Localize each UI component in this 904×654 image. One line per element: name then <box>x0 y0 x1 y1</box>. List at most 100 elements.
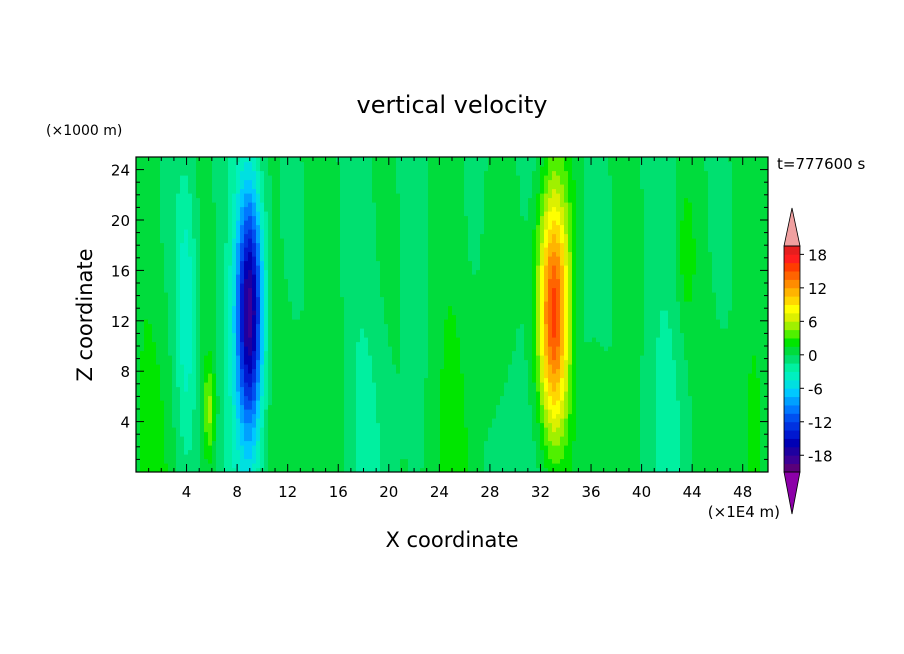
heatmap-cell <box>204 211 209 217</box>
heatmap-cell <box>348 242 353 248</box>
heatmap-cell <box>392 391 397 397</box>
heatmap-cell <box>376 400 381 406</box>
heatmap-cell <box>252 391 257 397</box>
heatmap-cell <box>292 193 297 199</box>
heatmap-cell <box>312 238 317 244</box>
heatmap-cell <box>336 202 341 208</box>
heatmap-cell <box>180 418 185 424</box>
heatmap-cell <box>164 413 169 419</box>
heatmap-cell <box>400 251 405 257</box>
heatmap-cell <box>404 314 409 320</box>
heatmap-cell <box>408 305 413 311</box>
heatmap-cell <box>244 269 249 275</box>
heatmap-cell <box>160 283 165 289</box>
heatmap-cell <box>316 328 321 334</box>
heatmap-cell <box>276 440 281 446</box>
heatmap-cell <box>336 211 341 217</box>
heatmap-cell <box>156 233 161 239</box>
heatmap-cell <box>136 251 141 257</box>
heatmap-cell <box>244 382 249 388</box>
heatmap-cell <box>160 323 165 329</box>
heatmap-cell <box>232 332 237 338</box>
heatmap-cell <box>192 454 197 460</box>
heatmap-cell <box>388 395 393 401</box>
heatmap-cell <box>156 377 161 383</box>
heatmap-cell <box>172 206 177 212</box>
heatmap-cell <box>192 170 197 176</box>
heatmap-cell <box>356 296 361 302</box>
heatmap-cell <box>204 233 209 239</box>
heatmap-cell <box>200 310 205 316</box>
heatmap-cell <box>248 418 253 424</box>
heatmap-cell <box>356 247 361 253</box>
heatmap-cell <box>416 197 421 203</box>
heatmap-cell <box>308 314 313 320</box>
heatmap-cell <box>228 458 233 464</box>
heatmap-cell <box>220 328 225 334</box>
heatmap-cell <box>268 301 273 307</box>
heatmap-cell <box>184 445 189 451</box>
heatmap-cell <box>272 260 277 266</box>
heatmap-cell <box>152 400 157 406</box>
heatmap-cell <box>188 359 193 365</box>
heatmap-cell <box>300 278 305 284</box>
heatmap-cell <box>172 278 177 284</box>
heatmap-cell <box>188 440 193 446</box>
heatmap-cell <box>184 404 189 410</box>
heatmap-cell <box>392 332 397 338</box>
heatmap-cell <box>248 400 253 406</box>
heatmap-cell <box>348 247 353 253</box>
heatmap-cell <box>236 242 241 248</box>
heatmap-cell <box>160 296 165 302</box>
heatmap-cell <box>412 224 417 230</box>
heatmap-cell <box>316 229 321 235</box>
heatmap-cell <box>368 382 373 388</box>
heatmap-cell <box>356 422 361 428</box>
heatmap-cell <box>320 166 325 172</box>
heatmap-cell <box>148 238 153 244</box>
heatmap-cell <box>280 463 285 469</box>
heatmap-cell <box>388 197 393 203</box>
heatmap-cell <box>356 463 361 469</box>
heatmap-cell <box>208 400 213 406</box>
heatmap-cell <box>396 206 401 212</box>
heatmap-cell <box>320 328 325 334</box>
heatmap-cell <box>252 328 257 334</box>
heatmap-cell <box>148 197 153 203</box>
heatmap-cell <box>404 175 409 181</box>
heatmap-cell <box>404 463 409 469</box>
heatmap-cell <box>196 377 201 383</box>
heatmap-cell <box>236 260 241 266</box>
heatmap-cell <box>192 229 197 235</box>
heatmap-cell <box>148 377 153 383</box>
heatmap-cell <box>404 197 409 203</box>
heatmap-cell <box>400 161 405 167</box>
heatmap-cell <box>296 206 301 212</box>
heatmap-cell <box>368 197 373 203</box>
heatmap-cell <box>280 400 285 406</box>
heatmap-cell <box>140 170 145 176</box>
heatmap-cell <box>312 458 317 464</box>
heatmap-cell <box>184 274 189 280</box>
heatmap-cell <box>364 220 369 226</box>
heatmap-cell <box>164 314 169 320</box>
heatmap-cell <box>236 292 241 298</box>
heatmap-cell <box>360 409 365 415</box>
heatmap-cell <box>380 422 385 428</box>
heatmap-cell <box>260 323 265 329</box>
heatmap-cell <box>356 332 361 338</box>
heatmap-cell <box>324 440 329 446</box>
heatmap-cell <box>164 373 169 379</box>
heatmap-cell <box>408 170 413 176</box>
heatmap-cell <box>192 413 197 419</box>
heatmap-cell <box>152 346 157 352</box>
heatmap-cell <box>304 436 309 442</box>
heatmap-cell <box>236 377 241 383</box>
heatmap-cell <box>388 409 393 415</box>
heatmap-cell <box>220 278 225 284</box>
heatmap-cell <box>304 431 309 437</box>
heatmap-cell <box>276 436 281 442</box>
heatmap-cell <box>304 206 309 212</box>
heatmap-cell <box>196 431 201 437</box>
heatmap-cell <box>288 269 293 275</box>
